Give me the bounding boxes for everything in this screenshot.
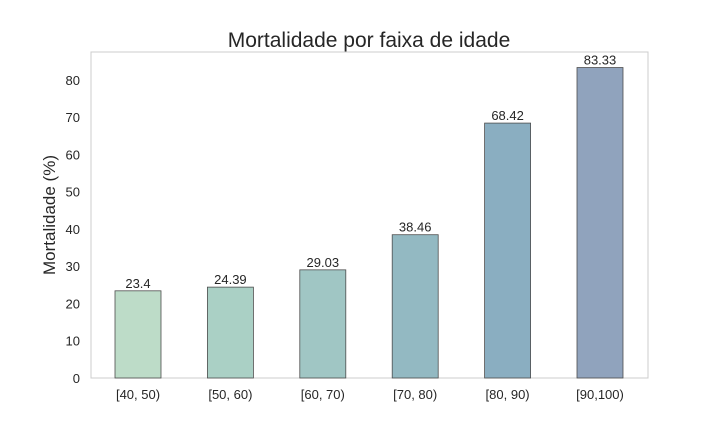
x-tick-label-2: [60, 70)	[301, 387, 345, 402]
bar-2	[299, 269, 347, 379]
value-label-5: 83.33	[584, 53, 617, 68]
y-tick-label-8: 80	[66, 73, 80, 88]
value-label-0: 23.4	[125, 276, 150, 291]
value-label-3: 38.46	[399, 220, 432, 235]
y-tick-label-2: 20	[66, 296, 80, 311]
y-tick-label-7: 70	[66, 110, 80, 125]
y-tick-label-3: 30	[66, 259, 80, 274]
bar-5	[576, 67, 624, 379]
y-tick-label-0: 0	[73, 371, 80, 386]
x-tick-label-0: [40, 50)	[116, 387, 160, 402]
y-axis-tick-labels: 0 10 20 30 40 50 60 70 80	[66, 73, 80, 386]
bars-layer	[114, 67, 624, 379]
y-tick-label-4: 40	[66, 222, 80, 237]
bar-0	[114, 290, 162, 379]
bar-4	[484, 122, 532, 379]
chart-title: Mortalidade por faixa de idade	[228, 29, 511, 52]
y-tick-label-5: 50	[66, 185, 80, 200]
y-axis-title: Mortalidade (%)	[40, 155, 59, 275]
x-axis-tick-labels: [40, 50) [50, 60) [60, 70) [70, 80) [80, 90)…	[116, 387, 624, 402]
x-tick-label-3: [70, 80)	[393, 387, 437, 402]
y-tick-label-1: 10	[66, 334, 80, 349]
x-tick-label-5: [90,100)	[576, 387, 624, 402]
bar-1	[206, 286, 254, 379]
x-tick-label-1: [50, 60)	[208, 387, 252, 402]
value-label-2: 29.03	[307, 255, 340, 270]
y-tick-label-6: 60	[66, 147, 80, 162]
bar-3	[391, 234, 439, 379]
plot-frame	[90, 51, 649, 379]
value-label-1: 24.39	[214, 272, 247, 287]
x-tick-label-4: [80, 90)	[486, 387, 530, 402]
value-labels-layer: 23.4 24.39 29.03 38.46 68.42 83.33	[125, 53, 616, 291]
value-label-4: 68.42	[491, 108, 524, 123]
